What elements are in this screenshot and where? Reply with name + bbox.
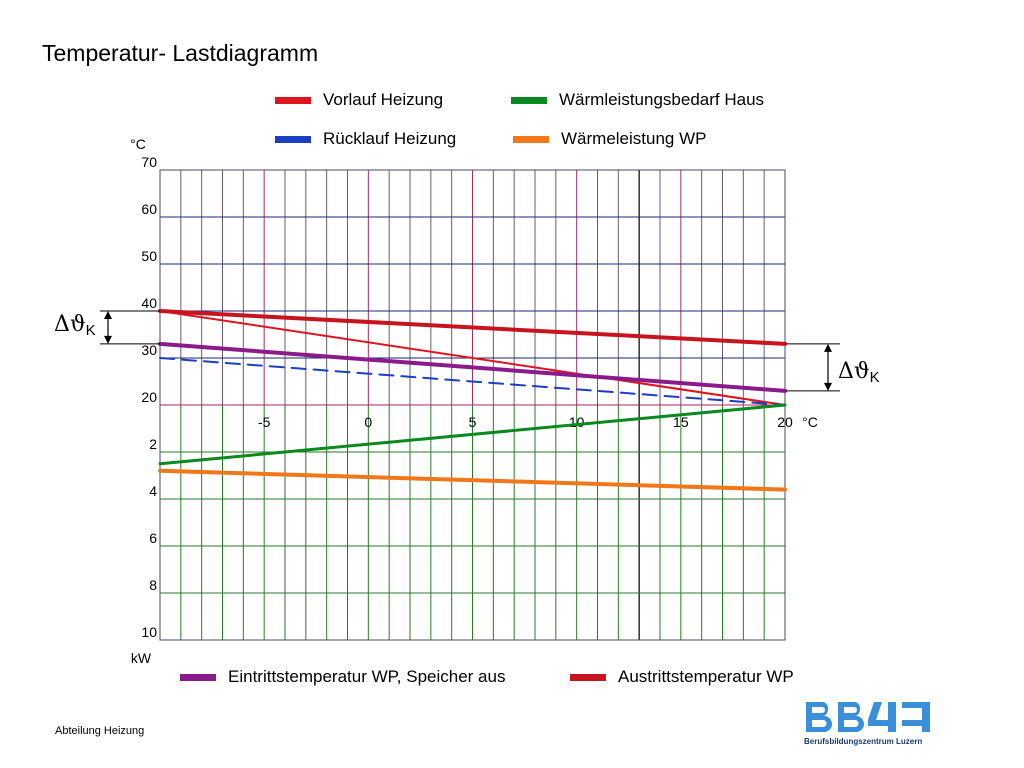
series-line xyxy=(158,403,787,466)
legend-swatch xyxy=(511,96,547,104)
series-line xyxy=(158,468,787,492)
legend-label: Vorlauf Heizung xyxy=(323,90,444,109)
series-line xyxy=(158,309,787,346)
legend-label: Austrittstemperatur WP xyxy=(618,667,794,686)
legend-label: Eintrittstemperatur WP, Speicher aus xyxy=(228,667,506,686)
legend-item-ruecklauf: Rücklauf Heizung xyxy=(275,129,456,149)
temp-tick-label: 70 xyxy=(141,154,157,170)
legend-label: Rücklauf Heizung xyxy=(323,129,457,148)
bbz-logo-mark xyxy=(806,702,930,732)
page-title: Temperatur- Lastdiagramm xyxy=(42,40,319,66)
bbz-logo: Berufsbildungszentrum Luzern xyxy=(804,700,934,750)
delta-theta-label: ΔϑK xyxy=(838,359,880,386)
delta-arrow-head xyxy=(824,382,832,391)
power-tick-label: 2 xyxy=(149,436,157,452)
power-tick-label: 6 xyxy=(149,530,157,546)
delta-arrow-head xyxy=(104,335,112,344)
delta-subscript: K xyxy=(870,369,880,386)
series-line xyxy=(158,341,787,393)
temp-tick-label: 50 xyxy=(141,248,157,264)
x-tick-label: 20 xyxy=(777,414,793,430)
x-tick-label: 0 xyxy=(364,414,372,430)
series-line xyxy=(159,310,786,406)
delta-theta-label: ΔϑK xyxy=(54,312,96,339)
legend-item-waermeleistungsbedarf: Wärmleistungsbedarf Haus xyxy=(511,90,764,110)
power-tick-label: 10 xyxy=(141,624,157,640)
x-unit-label: °C xyxy=(802,414,818,430)
temp-tick-label: 30 xyxy=(141,342,157,358)
delta-arrow-head xyxy=(104,311,112,319)
legend-item-austrittstemperatur: Austrittstemperatur WP xyxy=(570,667,794,687)
legend-label: Wärmleistungsbedarf Haus xyxy=(559,90,765,109)
series-line xyxy=(159,357,786,406)
legend-swatch xyxy=(513,135,549,143)
power-unit-label: kW xyxy=(131,650,152,666)
legend-swatch xyxy=(570,673,606,681)
footer-department: Abteilung Heizung xyxy=(55,725,145,737)
temp-tick-label: 20 xyxy=(141,389,157,405)
legend-item-vorlauf: Vorlauf Heizung xyxy=(275,90,443,110)
legend-item-waermeleistung-wp: Wärmeleistung WP xyxy=(513,129,706,149)
temp-unit-label: °C xyxy=(130,136,146,152)
legend-swatch xyxy=(180,673,216,681)
temp-tick-label: 40 xyxy=(141,295,157,311)
power-tick-label: 4 xyxy=(149,483,157,499)
delta-arrow-head xyxy=(824,343,832,352)
legend-item-eintrittstemperatur: Eintrittstemperatur WP, Speicher aus xyxy=(180,667,505,687)
x-tick-label: 15 xyxy=(673,414,689,430)
x-tick-label: 5 xyxy=(469,414,477,430)
legend-label: Wärmeleistung WP xyxy=(561,129,707,148)
delta-subscript: K xyxy=(86,322,96,339)
x-tick-label: -5 xyxy=(258,414,271,430)
legend-swatch xyxy=(275,135,311,143)
power-tick-label: 8 xyxy=(149,577,157,593)
temp-tick-label: 60 xyxy=(141,201,157,217)
x-tick-label: 10 xyxy=(569,414,585,430)
legend-swatch xyxy=(275,96,311,104)
logo-text: Berufsbildungszentrum Luzern xyxy=(804,737,923,746)
